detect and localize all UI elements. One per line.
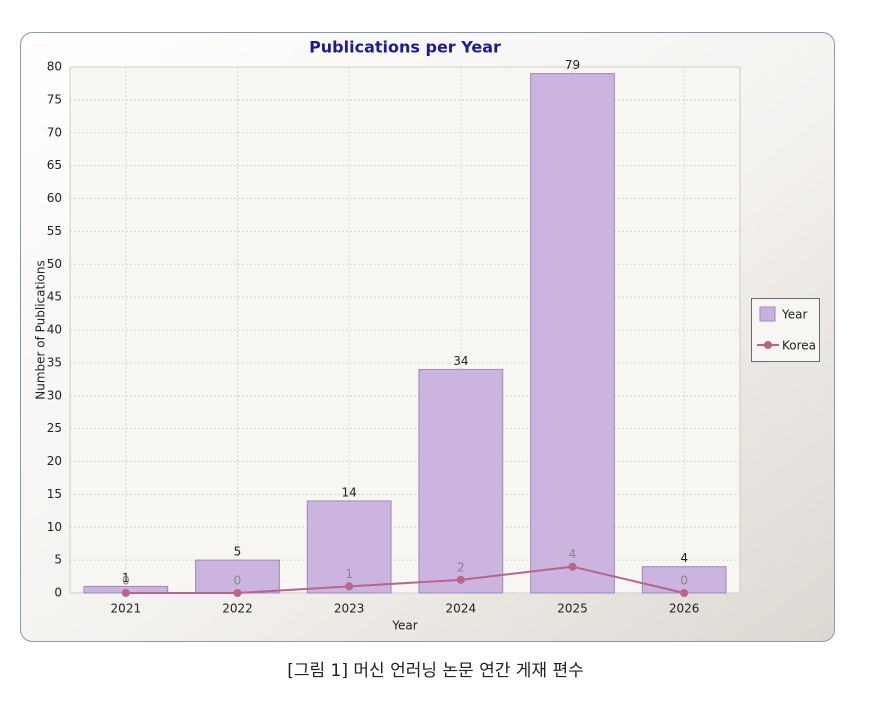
y-tick-label: 15 xyxy=(47,487,62,501)
line-value-label: 4 xyxy=(569,547,577,561)
legend-box xyxy=(751,298,820,362)
caption: [그림 1] 머신 언러닝 논문 연간 게재 편수 xyxy=(287,661,584,681)
y-tick-label: 20 xyxy=(47,454,62,468)
y-tick-label: 5 xyxy=(54,553,62,567)
y-tick-label: 70 xyxy=(47,125,62,139)
y-tick-label: 45 xyxy=(47,290,62,304)
line xyxy=(125,565,685,594)
y-tick-label: 65 xyxy=(47,158,62,172)
bar xyxy=(195,559,280,594)
y-tick-label: 75 xyxy=(47,92,62,106)
x-tick-label: 2023 xyxy=(334,602,365,616)
y-tick-label: 60 xyxy=(47,191,62,205)
y-tick-label: 50 xyxy=(47,257,62,271)
bar-value-label: 14 xyxy=(342,485,357,499)
line-point xyxy=(568,562,577,571)
line-value-label: 0 xyxy=(680,574,688,588)
x-axis-label: Year xyxy=(391,619,417,633)
chart: Publications per Year Year Number of Pub… xyxy=(20,32,835,642)
bar-value-label: 79 xyxy=(565,58,580,72)
x-tick-label: 2022 xyxy=(222,602,253,616)
bar xyxy=(306,500,392,594)
bar xyxy=(641,566,727,594)
line-point xyxy=(345,582,354,591)
bar-value-label: 1 xyxy=(122,571,130,585)
line-value-label: 2 xyxy=(457,560,465,574)
bar xyxy=(418,368,504,594)
line-point xyxy=(121,589,130,597)
y-tick-label: 80 xyxy=(47,60,62,74)
line-point xyxy=(680,589,689,597)
legend-label: Korea xyxy=(782,339,816,353)
bar xyxy=(530,73,615,594)
x-tick-label: 2025 xyxy=(557,602,588,616)
y-tick-label: 30 xyxy=(47,388,62,402)
x-tick-label: 2024 xyxy=(446,602,477,616)
bar-value-label: 34 xyxy=(453,354,468,368)
x-tick-label: 2021 xyxy=(111,602,142,616)
y-tick-label: 25 xyxy=(47,421,62,435)
bar-value-label: 4 xyxy=(680,551,688,565)
y-axis-label: Number of Publications xyxy=(34,260,48,400)
legend-swatch xyxy=(764,341,772,349)
line-point xyxy=(456,575,465,584)
legend-label: Year xyxy=(781,308,807,322)
legend xyxy=(751,298,820,362)
y-tick-label: 35 xyxy=(47,355,62,369)
line-value-label: 0 xyxy=(234,574,242,588)
line-point xyxy=(233,589,242,597)
chart-title: Publications per Year xyxy=(309,38,501,57)
line-value-label: 1 xyxy=(345,567,353,581)
bar-value-label: 5 xyxy=(234,545,242,559)
y-tick-label: 55 xyxy=(47,224,62,238)
x-tick-label: 2026 xyxy=(669,602,700,616)
legend-swatch xyxy=(759,306,776,322)
y-tick-label: 0 xyxy=(54,586,62,600)
line-value-label: 0 xyxy=(122,574,130,588)
y-tick-label: 10 xyxy=(47,520,62,534)
plot-area xyxy=(69,66,741,594)
y-tick-label: 40 xyxy=(47,323,62,337)
